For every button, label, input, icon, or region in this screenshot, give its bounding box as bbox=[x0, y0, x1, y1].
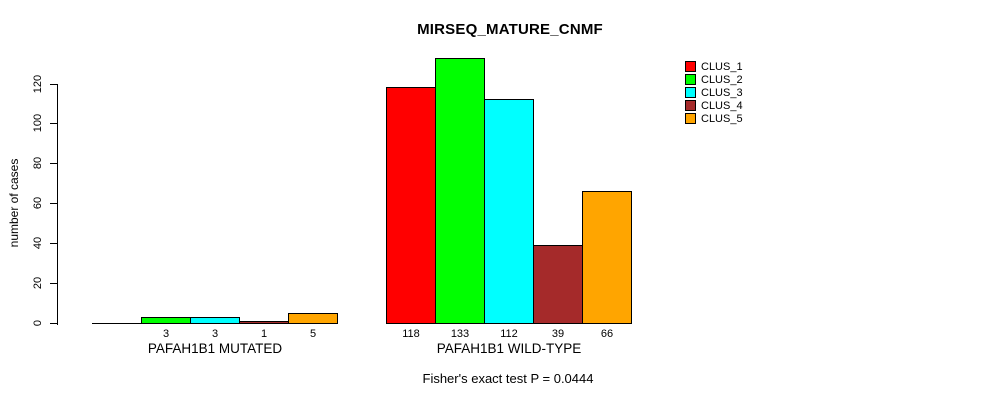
legend-item-label: CLUS_1 bbox=[701, 60, 743, 73]
legend-item: CLUS_5 bbox=[685, 112, 743, 125]
y-tick-label: 0 bbox=[32, 319, 44, 327]
legend-item-label: CLUS_2 bbox=[701, 73, 743, 86]
bar-clus_4-group2 bbox=[533, 245, 583, 324]
bar-clus_5-group2 bbox=[582, 191, 632, 324]
bar-clus_1-group2 bbox=[386, 87, 436, 324]
bar-clus_2-group2 bbox=[435, 58, 485, 324]
y-tick-label: 20 bbox=[32, 276, 44, 290]
bar-clus_4-group1 bbox=[239, 321, 289, 324]
y-tick-label: 80 bbox=[32, 156, 44, 170]
bar-clus_5-group1 bbox=[288, 313, 338, 324]
bar-value-label: 1 bbox=[260, 328, 268, 340]
y-tick-label: 100 bbox=[32, 113, 44, 133]
bar-clus_3-group2 bbox=[484, 99, 534, 324]
bar-clus_2-group1 bbox=[141, 317, 191, 324]
legend-item: CLUS_4 bbox=[685, 99, 743, 112]
bar-value-label: 3 bbox=[162, 328, 170, 340]
bar-value-label: 112 bbox=[500, 328, 518, 340]
y-tick bbox=[50, 243, 57, 244]
legend: CLUS_1 CLUS_2 CLUS_3 CLUS_4 CLUS_5 bbox=[685, 60, 743, 125]
legend-item-label: CLUS_3 bbox=[701, 86, 743, 99]
y-tick bbox=[50, 203, 57, 204]
y-tick bbox=[50, 84, 57, 85]
y-tick bbox=[50, 283, 57, 284]
legend-color-swatch bbox=[685, 113, 696, 124]
legend-item-label: CLUS_5 bbox=[701, 112, 743, 125]
bar-value-label: 133 bbox=[450, 328, 470, 340]
bar-value-label: 39 bbox=[551, 328, 565, 340]
y-tick-label: 40 bbox=[32, 236, 44, 250]
fisher-test-annotation: Fisher's exact test P = 0.0444 bbox=[422, 371, 594, 386]
bar-value-label: 3 bbox=[211, 328, 219, 340]
y-axis-line bbox=[57, 84, 58, 325]
y-axis-label: number of cases bbox=[7, 158, 21, 248]
y-tick-label: 60 bbox=[32, 196, 44, 210]
bar-value-label: 5 bbox=[309, 328, 317, 340]
y-tick bbox=[50, 323, 57, 324]
legend-color-swatch bbox=[685, 61, 696, 72]
legend-color-swatch bbox=[685, 100, 696, 111]
bar-value-label: 118 bbox=[402, 328, 420, 340]
legend-item: CLUS_3 bbox=[685, 86, 743, 99]
legend-item: CLUS_1 bbox=[685, 60, 743, 73]
chart-title: MIRSEQ_MATURE_CNMF bbox=[417, 21, 603, 38]
legend-color-swatch bbox=[685, 74, 696, 85]
y-tick bbox=[50, 163, 57, 164]
legend-item: CLUS_2 bbox=[685, 73, 743, 86]
group-label: PAFAH1B1 WILD-TYPE bbox=[436, 341, 582, 356]
legend-item-label: CLUS_4 bbox=[701, 99, 743, 112]
bar-clus_3-group1 bbox=[190, 317, 240, 324]
group-label: PAFAH1B1 MUTATED bbox=[147, 341, 283, 356]
y-tick-label: 120 bbox=[32, 74, 44, 94]
y-tick bbox=[50, 123, 57, 124]
bar-value-label: 66 bbox=[600, 328, 614, 340]
legend-color-swatch bbox=[685, 87, 696, 98]
bar-clus_1-group1 bbox=[92, 323, 142, 324]
